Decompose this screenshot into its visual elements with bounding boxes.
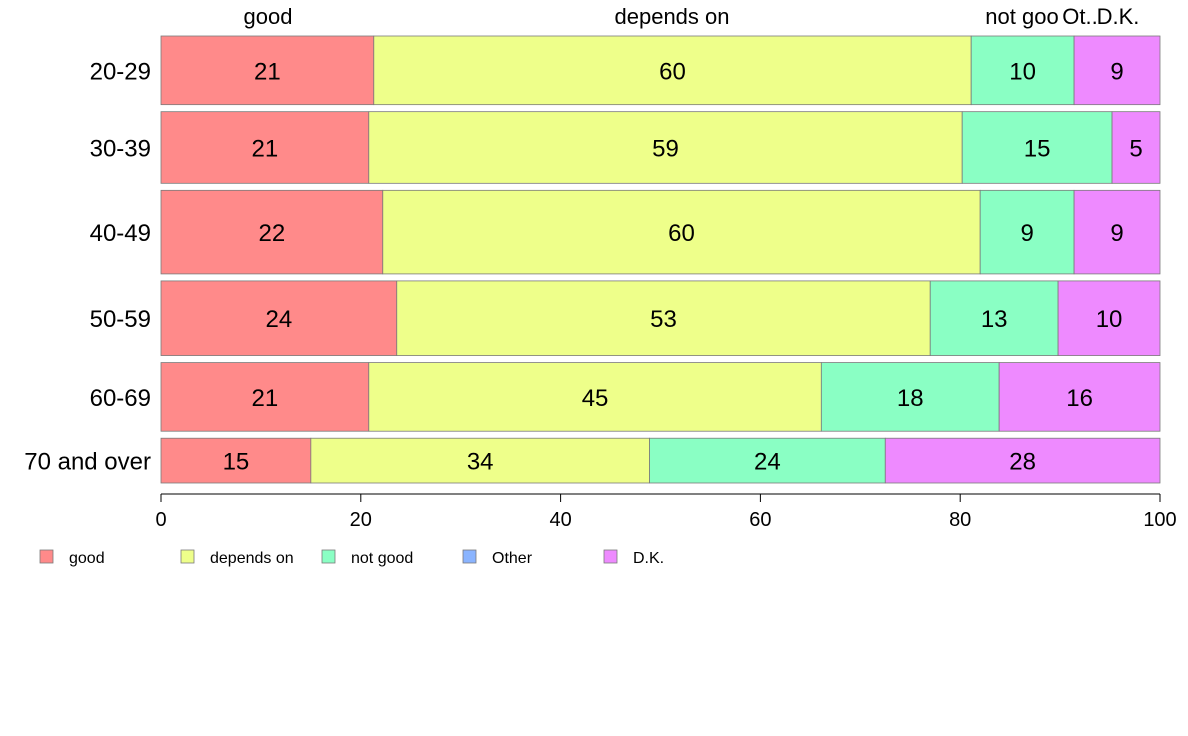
data-label: 60	[668, 220, 695, 247]
legend-item-not-good: not good	[321, 549, 413, 567]
data-label: 34	[467, 449, 494, 476]
top-label-other: Ot..	[1062, 4, 1097, 29]
bar-row-20-29: 20-29 21 60 10 9	[90, 35, 1161, 106]
data-label: 60	[659, 58, 686, 85]
bar-row-50-59: 50-59 24 53 13 10	[90, 280, 1161, 356]
data-label: 21	[254, 58, 281, 85]
bar-segment-d-k	[1073, 189, 1161, 275]
bar-segment-depends-on	[382, 189, 981, 275]
bar-row-70-and-over: 70 and over 15 34 24 28	[24, 437, 1161, 484]
data-label: 9	[1110, 58, 1123, 85]
data-label: 16	[1066, 385, 1093, 412]
bar-segment-not-good	[961, 111, 1113, 184]
data-label: 53	[650, 306, 677, 333]
category-label: 40-49	[90, 220, 151, 247]
data-label: 13	[981, 306, 1008, 333]
legend-label: good	[69, 550, 105, 567]
bar-segment-not-good	[929, 280, 1059, 356]
bar-row-30-39: 30-39 21 59 15 5	[90, 111, 1161, 184]
legend-label: depends on	[210, 550, 294, 567]
data-label: 10	[1096, 306, 1123, 333]
data-label: 22	[259, 220, 286, 247]
x-tick-label: 40	[549, 509, 571, 531]
bar-segment-depends-on	[310, 437, 650, 484]
data-label: 21	[252, 135, 279, 162]
data-label: 15	[223, 449, 250, 476]
legend: good depends on not good Other D.K.	[39, 549, 664, 567]
data-label: 9	[1110, 220, 1123, 247]
legend-item-good: good	[39, 549, 105, 567]
legend-swatch	[39, 549, 54, 564]
category-label: 20-29	[90, 58, 151, 85]
category-label: 60-69	[90, 385, 151, 412]
x-tick-label: 100	[1143, 509, 1176, 531]
bar-segment-good	[160, 35, 375, 106]
x-tick-label: 0	[155, 509, 166, 531]
legend-label: Other	[492, 550, 533, 567]
bar-segment-depends-on	[396, 280, 931, 356]
legend-item-depends-on: depends on	[180, 549, 294, 567]
data-label: 9	[1020, 220, 1033, 247]
data-label: 15	[1024, 135, 1051, 162]
top-label-dk: D.K.	[1097, 4, 1140, 29]
data-label: 45	[582, 385, 609, 412]
data-label: 28	[1009, 449, 1036, 476]
bar-segment-depends-on	[368, 362, 822, 432]
data-label: 59	[652, 135, 679, 162]
bar-segment-d-k	[1111, 111, 1161, 184]
bar-segment-good	[160, 280, 398, 356]
category-label: 50-59	[90, 306, 151, 333]
bar-segment-depends-on	[373, 35, 972, 106]
top-label-good: good	[244, 4, 293, 29]
legend-swatch	[180, 549, 195, 564]
bar-row-60-69: 60-69 21 45 18 16	[90, 362, 1161, 432]
bar-segment-d-k	[884, 437, 1161, 484]
data-label: 24	[754, 449, 781, 476]
data-label: 5	[1129, 135, 1142, 162]
x-axis: 0 20 40 60 80 100	[155, 493, 1177, 531]
data-label: 21	[252, 385, 279, 412]
legend-label: D.K.	[633, 550, 664, 567]
top-label-depends-on: depends on	[615, 4, 730, 29]
data-label: 18	[897, 385, 924, 412]
bar-segment-good	[160, 437, 312, 484]
x-tick-label: 80	[949, 509, 971, 531]
bar-segment-not-good	[970, 35, 1075, 106]
top-category-labels: good depends on not goo Ot.. D.K.	[244, 4, 1140, 29]
bar-segment-d-k	[998, 362, 1161, 432]
bar-segment-d-k	[1057, 280, 1161, 356]
bar-segment-d-k	[1073, 35, 1161, 106]
bar-segment-good	[160, 111, 370, 184]
category-label: 70 and over	[24, 449, 151, 476]
bar-segment-good	[160, 189, 384, 275]
legend-swatch	[462, 549, 477, 564]
x-tick-label: 60	[749, 509, 771, 531]
bar-segment-depends-on	[368, 111, 963, 184]
bar-rows: 20-29 21 60 10 9 30-39 21 59 15 5 40-49 22 60 9 9 50-59…	[24, 35, 1161, 484]
bar-segment-not-good	[820, 362, 1000, 432]
bar-segment-good	[160, 362, 370, 432]
legend-swatch	[603, 549, 618, 564]
legend-label: not good	[351, 550, 413, 567]
legend-item-d-k: D.K.	[603, 549, 664, 567]
bar-row-40-49: 40-49 22 60 9 9	[90, 189, 1161, 275]
category-label: 30-39	[90, 135, 151, 162]
top-label-not-good: not goo	[985, 4, 1058, 29]
legend-item-other: Other	[462, 549, 533, 567]
bar-segment-not-good	[649, 437, 886, 484]
x-tick-label: 20	[350, 509, 372, 531]
data-label: 24	[266, 306, 293, 333]
data-label: 10	[1009, 58, 1036, 85]
legend-swatch	[321, 549, 336, 564]
